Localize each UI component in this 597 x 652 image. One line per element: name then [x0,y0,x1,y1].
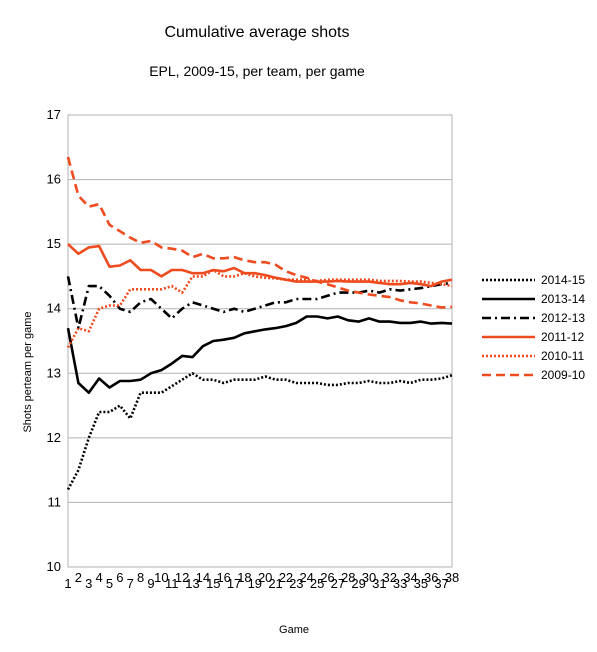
x-tick-label: 17 [227,576,241,591]
legend-label: 2009-10 [541,368,585,382]
x-tick-label: 32 [382,570,396,585]
plot-frame [67,114,453,568]
x-tick-label: 18 [237,570,251,585]
x-tick-label: 9 [147,576,154,591]
x-tick-label: 26 [320,570,334,585]
x-axis-title: Game [279,624,309,636]
x-tick-label: 8 [137,570,144,585]
legend-label: 2013-14 [541,292,585,306]
series-line-2012-13 [66,276,453,330]
x-tick-label: 33 [393,576,407,591]
x-tick-label: 28 [341,570,355,585]
x-tick-label: 5 [106,576,113,591]
x-tick-label: 16 [216,570,230,585]
y-tick-label: 12 [47,430,61,445]
series-line-2011-12 [67,243,453,288]
x-tick-label: 19 [248,576,262,591]
y-axis-title: Shots perteam per game [22,311,34,432]
x-tick-label: 24 [299,570,313,585]
x-tick-label: 34 [403,570,417,585]
x-tick-label: 6 [116,570,123,585]
series-line-2009-10 [66,156,453,309]
legend: 2014-15 2013-14 2012-13 2011-12 2010-11 2009-… [482,273,585,382]
x-tick-label: 36 [424,570,438,585]
y-tick-label: 13 [47,365,61,380]
y-tick-label: 15 [47,236,61,251]
x-tick-label: 11 [165,576,179,591]
legend-label: 2011-12 [541,330,584,344]
series-line-2013-14 [66,315,453,395]
series-line-2014-15 [66,371,453,491]
chart-subtitle: EPL, 2009-15, per team, per game [149,63,365,79]
chart-title: Cumulative average shots [165,24,350,41]
x-tick-label: 7 [127,576,134,591]
x-tick-label: 3 [85,576,92,591]
legend-label: 2010-11 [541,349,584,363]
x-axis-tick-labels: 1 3 5 7 9 11 13 15 17 19 21 23 25 27 29 31 33 35 372 4 6 8 10 1… [64,570,459,591]
x-tick-label: 23 [289,576,303,591]
legend-label: 2014-15 [541,273,585,287]
series-line-2010-11 [66,268,453,349]
x-tick-label: 29 [351,576,365,591]
y-tick-label: 14 [47,301,61,316]
x-tick-label: 13 [185,576,199,591]
x-tick-label: 14 [196,570,210,585]
x-tick-label: 37 [434,576,448,591]
x-tick-label: 30 [362,570,376,585]
x-tick-label: 1 [64,576,71,591]
y-tick-label: 11 [48,494,62,509]
x-tick-label: 4 [96,570,103,585]
y-tick-label: 17 [47,107,61,122]
x-tick-label: 12 [175,570,189,585]
x-tick-label: 10 [154,570,168,585]
legend-label: 2012-13 [541,311,585,325]
x-tick-label: 38 [445,570,459,585]
y-tick-label: 10 [47,559,61,574]
x-tick-label: 22 [279,570,293,585]
x-tick-label: 20 [258,570,272,585]
x-tick-label: 35 [414,576,428,591]
x-tick-label: 2 [75,570,82,585]
x-tick-label: 21 [268,576,282,591]
x-tick-label: 27 [331,576,345,591]
x-tick-label: 25 [310,576,324,591]
series-lines [66,156,453,491]
x-tick-label: 15 [206,576,220,591]
y-tick-label: 16 [47,172,61,187]
x-tick-label: 31 [372,576,386,591]
y-axis-tick-labels: 10 11 12 13 14 15 16 17 [47,107,61,574]
gridlines [68,114,452,568]
